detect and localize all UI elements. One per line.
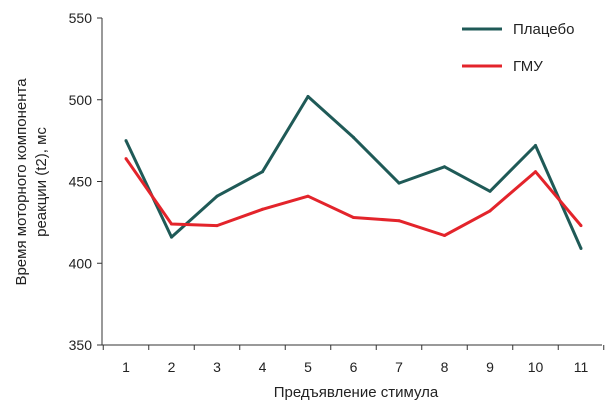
x-tick-label: 1 bbox=[122, 359, 130, 375]
series-1-point bbox=[124, 139, 128, 143]
series-1-point bbox=[261, 170, 264, 174]
series-1-point bbox=[352, 135, 355, 139]
x-tick-label: 8 bbox=[441, 359, 449, 375]
x-tick-label: 6 bbox=[350, 359, 358, 375]
x-tick-label: 7 bbox=[395, 359, 403, 375]
series-2-point bbox=[261, 207, 264, 211]
x-tick-label: 9 bbox=[486, 359, 494, 375]
x-axis-ticks: 1 2 3 4 5 6 7 8 9 10 11 bbox=[102, 345, 605, 375]
series-2-point bbox=[124, 157, 128, 161]
series-2-point bbox=[579, 224, 583, 228]
series-lines bbox=[124, 94, 583, 251]
x-tick-label: 2 bbox=[168, 359, 176, 375]
y-axis-title-line-2: реакции (t2), мс bbox=[33, 127, 50, 237]
x-tick-label: 3 bbox=[213, 359, 221, 375]
y-axis-title-line-1: Время моторного компонента bbox=[13, 78, 30, 286]
series-1-point bbox=[306, 94, 310, 98]
x-tick-label: 10 bbox=[528, 359, 544, 375]
series-1-point bbox=[534, 144, 537, 148]
legend-label-1: Плацебо bbox=[513, 21, 574, 38]
series-1-point bbox=[579, 247, 583, 251]
x-tick-label: 5 bbox=[304, 359, 312, 375]
x-tick-label: 4 bbox=[259, 359, 267, 375]
series-2-point bbox=[352, 215, 355, 219]
y-tick-label: 550 bbox=[69, 10, 93, 26]
series-2-point bbox=[488, 209, 492, 213]
legend: Плацебо ГМУ bbox=[462, 21, 574, 75]
series-2-point bbox=[443, 233, 446, 237]
series-2-point bbox=[170, 222, 173, 226]
x-tick-label: 11 bbox=[574, 359, 589, 375]
legend-label-2: ГМУ bbox=[513, 58, 543, 75]
series-1-point bbox=[397, 181, 401, 185]
y-tick-label: 350 bbox=[69, 337, 93, 353]
series-2-point bbox=[215, 224, 219, 228]
y-tick-label: 450 bbox=[69, 174, 93, 190]
series-2-point bbox=[397, 219, 401, 223]
series-2-point bbox=[534, 170, 537, 174]
series-1-point bbox=[443, 165, 446, 169]
y-tick-label: 400 bbox=[69, 255, 93, 271]
series-2-point bbox=[306, 194, 310, 198]
y-tick-label: 500 bbox=[69, 92, 93, 108]
y-axis-ticks: 350 400 450 500 550 bbox=[69, 10, 102, 353]
series-1-point bbox=[170, 235, 173, 239]
series-1-point bbox=[488, 189, 492, 193]
x-axis-title: Предъявление стимула bbox=[274, 384, 439, 401]
series-1-point bbox=[215, 194, 219, 198]
